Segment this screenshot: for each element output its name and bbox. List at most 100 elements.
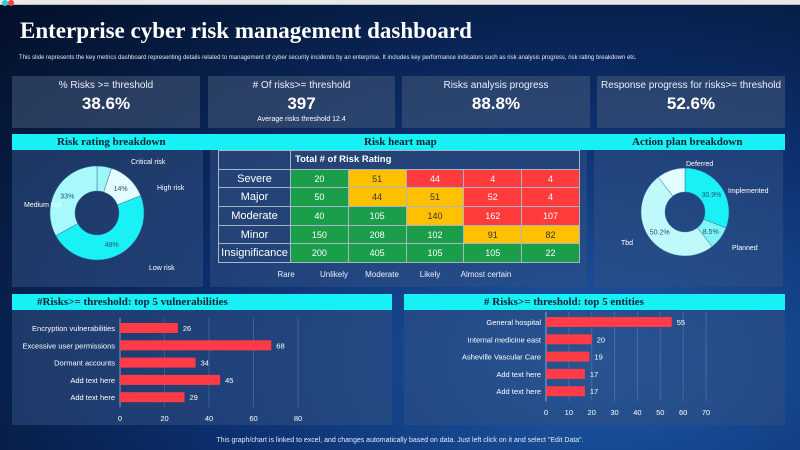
section-title: Action plan breakdown bbox=[632, 136, 743, 148]
tick-label: 30 bbox=[610, 408, 618, 417]
section-title: # Risks>= threshold: top 5 entities bbox=[484, 296, 644, 308]
slice-percent: 50.2% bbox=[650, 230, 670, 237]
column-label: Moderate bbox=[365, 270, 399, 279]
bar-value: 26 bbox=[183, 324, 191, 333]
slice-percent: 30.9% bbox=[701, 192, 721, 199]
tick-label: 60 bbox=[679, 408, 687, 417]
kpi-label: Response progress for risks>= threshold bbox=[600, 80, 782, 91]
tick-label: 40 bbox=[633, 408, 641, 417]
vulnerabilities-panel bbox=[12, 310, 392, 425]
kpi-value: 88.8% bbox=[471, 94, 521, 113]
bar bbox=[120, 374, 221, 385]
section-band: # Risks>= threshold: top 5 entities bbox=[404, 294, 785, 310]
bar-value: 17 bbox=[590, 370, 598, 379]
category-label: Add text here bbox=[496, 370, 541, 379]
section-title: #Risks>= threshold: top 5 vulnerabilitie… bbox=[37, 296, 228, 308]
heat-row: Insignificance 200 405 105 105 22 bbox=[218, 243, 580, 264]
kpi-value: 52.6% bbox=[666, 94, 716, 113]
row-label: Minor bbox=[218, 224, 291, 245]
slide-dot bbox=[8, 0, 14, 6]
bar bbox=[546, 334, 592, 345]
bar-value: 20 bbox=[597, 335, 605, 344]
page-title: Enterprise cyber risk management dashboa… bbox=[20, 18, 472, 43]
category-label: Internal medicine east bbox=[468, 335, 542, 344]
kpi-card: Risks analysis progress 88.8% bbox=[402, 76, 590, 128]
kpi-value: 397 bbox=[287, 94, 316, 113]
tick-label: 70 bbox=[702, 408, 710, 417]
heat-map-header: Total # of Risk Rating bbox=[290, 150, 580, 170]
kpi-subtext: Average risks threshold 12.4 bbox=[257, 116, 346, 123]
kpi-value: 38.6% bbox=[81, 94, 131, 113]
slice-label: Critical risk bbox=[131, 159, 166, 166]
heat-cell: 51 bbox=[347, 168, 407, 189]
kpi-card: Response progress for risks>= threshold … bbox=[597, 76, 785, 128]
kpi-label: Risks analysis progress bbox=[443, 80, 549, 91]
slice-percent: 48% bbox=[105, 242, 119, 249]
bar bbox=[546, 351, 590, 362]
section-title: Risk rating breakdown bbox=[57, 136, 166, 148]
slice-label: Low risk bbox=[149, 265, 175, 272]
bar-value: 29 bbox=[190, 393, 198, 402]
tick-label: 10 bbox=[565, 408, 573, 417]
heat-row: Minor 150 208 102 91 82 bbox=[218, 224, 580, 245]
kpi-label: # Of risks>= threshold bbox=[252, 80, 351, 91]
donut-slice bbox=[657, 167, 686, 197]
heat-cell: 105 bbox=[463, 243, 523, 264]
heat-row: Moderate 40 105 140 162 107 bbox=[218, 206, 580, 226]
slice-label: Tbd bbox=[621, 240, 633, 247]
slice-label: Planned bbox=[732, 245, 758, 252]
column-label: Almost certain bbox=[460, 270, 512, 279]
bar bbox=[546, 317, 672, 327]
slice-percent: 8.5% bbox=[703, 229, 719, 236]
tick-label: 20 bbox=[588, 408, 596, 417]
donut-slice bbox=[49, 165, 98, 236]
heat-cell: 52 bbox=[463, 187, 523, 208]
heat-cell: 50 bbox=[290, 187, 349, 208]
bar bbox=[120, 357, 196, 368]
heat-cell: 405 bbox=[347, 243, 407, 264]
bar bbox=[120, 323, 178, 333]
heat-cell: 208 bbox=[347, 224, 407, 245]
bar bbox=[546, 368, 585, 379]
tick-label: 0 bbox=[544, 408, 548, 417]
heat-cell: 20 bbox=[290, 168, 349, 189]
kpi-card: % Risks >= threshold 38.6% bbox=[12, 76, 200, 128]
tick-label: 80 bbox=[294, 414, 302, 423]
heat-cell: 44 bbox=[347, 187, 407, 208]
tick-label: 50 bbox=[656, 408, 664, 417]
row-label: Major bbox=[218, 187, 291, 208]
column-label: Likely bbox=[419, 270, 441, 279]
heat-cell: 4 bbox=[521, 187, 580, 208]
slice-percent: 14% bbox=[114, 186, 128, 193]
bar bbox=[120, 340, 272, 351]
slice-label: Deferred bbox=[686, 161, 713, 168]
category-label: Encryption vulnerabilities bbox=[32, 324, 115, 333]
category-label: Asheville Vascular Care bbox=[462, 353, 541, 362]
bar-value: 68 bbox=[276, 341, 284, 350]
slide-dot bbox=[2, 0, 8, 6]
tick-label: 40 bbox=[205, 414, 213, 423]
row-label: Severe bbox=[218, 168, 291, 189]
heat-cell: 22 bbox=[521, 243, 580, 264]
row-label: Insignificance bbox=[218, 243, 291, 264]
heat-row: Severe 20 51 44 4 4 bbox=[218, 168, 580, 189]
column-label: Rare bbox=[277, 270, 295, 279]
kpi-card: # Of risks>= threshold 397 Average risks… bbox=[208, 76, 395, 128]
heat-cell: 40 bbox=[290, 206, 349, 226]
section-title: Risk heart map bbox=[364, 136, 437, 148]
bar-value: 19 bbox=[594, 353, 602, 362]
bar-value: 34 bbox=[201, 359, 209, 368]
bar bbox=[120, 392, 185, 403]
category-label: Add text here bbox=[70, 393, 115, 402]
heat-cell: 200 bbox=[290, 243, 349, 264]
row-label: Moderate bbox=[218, 206, 291, 226]
entities-panel bbox=[404, 310, 785, 425]
donut-slice bbox=[684, 167, 730, 229]
category-label: General hospital bbox=[486, 318, 541, 327]
donut-slice bbox=[55, 195, 145, 261]
heat-cell: 4 bbox=[463, 168, 523, 189]
category-label: Add text here bbox=[496, 387, 541, 396]
heat-cell: 162 bbox=[463, 206, 523, 226]
